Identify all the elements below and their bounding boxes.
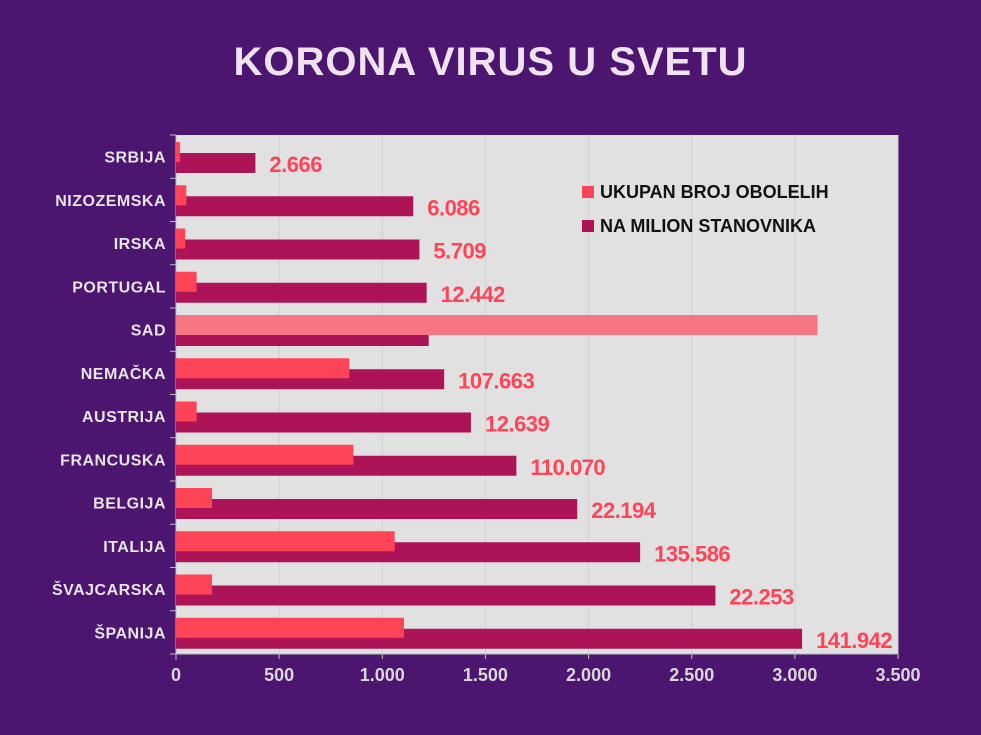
category-label: NEMAČKA [81,364,166,383]
bar-total [176,358,350,379]
category-label: PORTUGAL [72,279,166,296]
data-label: 22.253 [729,585,794,610]
category-label: ŠVAJCARSKA [52,580,166,599]
category-label: IRSKA [114,236,166,253]
data-label: 22.194 [591,498,657,523]
data-label: 110.070 [530,455,605,480]
bar-total [176,488,213,508]
x-tick-label: 3.500 [875,665,920,685]
bar-per-million [176,239,420,260]
x-tick-label: 0 [171,665,181,685]
data-label: 141.942 [816,628,892,653]
bar-per-million [176,412,471,433]
x-tick-label: 3.000 [772,665,817,685]
data-label: 12.442 [441,282,506,307]
category-label: NIZOZEMSKA [55,193,166,210]
category-label: AUSTRIJA [82,409,166,426]
bar-total [176,617,404,638]
data-label: 12.639 [485,412,550,437]
x-tick-label: 1.500 [463,665,508,685]
legend-label-per-million: NA MILION STANOVNIKA [600,216,816,236]
category-label: ITALIJA [103,539,166,556]
chart-title: KORONA VIRUS U SVETU [233,40,748,84]
category-label: FRANCUSKA [60,452,166,469]
bar-total [176,228,186,249]
bar-total [176,271,197,292]
bar-total [176,401,197,422]
x-tick-label: 2.500 [669,665,714,685]
bar-total [176,444,354,465]
category-label: BELGIJA [93,496,166,513]
category-label: SRBIJA [104,150,166,167]
bar-total [176,574,213,595]
bar-total [176,142,181,162]
category-label: SAD [131,323,166,340]
x-tick-label: 500 [264,665,294,685]
data-label: 5.709 [433,239,486,264]
data-label: 6.086 [427,195,480,220]
bar-per-million [176,196,414,217]
bar-per-million [176,282,427,303]
bar-total [176,315,818,335]
data-label: 107.663 [458,368,534,393]
legend-swatch-total [582,186,594,198]
plot-area [176,135,898,654]
legend-swatch-per-million [582,220,594,232]
bar-total [176,185,187,206]
bar-total [176,531,395,552]
category-label: ŠPANIJA [94,623,166,642]
data-label: 135.586 [654,541,730,566]
bar-per-million [176,153,256,173]
x-tick-label: 1.000 [360,665,405,685]
bar-per-million [176,585,716,606]
data-label: 2.666 [269,152,322,177]
x-tick-label: 2.000 [566,665,611,685]
legend-label-total: UKUPAN BROJ OBOLELIH [600,182,829,202]
bar-per-million [176,499,578,519]
